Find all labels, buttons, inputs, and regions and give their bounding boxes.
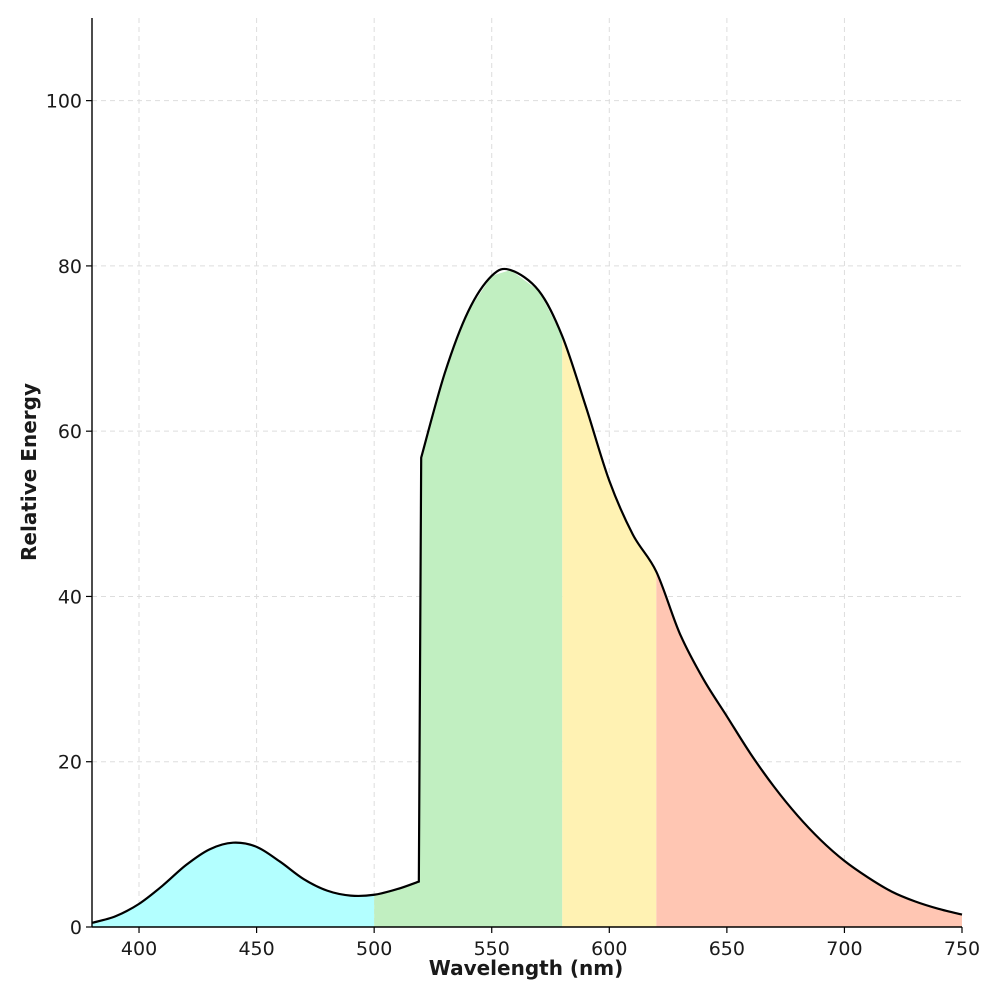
- axes: [91, 18, 962, 928]
- y-tick-label: 60: [58, 421, 82, 443]
- x-tick-label: 650: [709, 938, 745, 960]
- y-tick-label: 20: [58, 752, 82, 774]
- energy-curve: [91, 267, 963, 924]
- y-axis-ticks: 0 20 40 60 80 100: [46, 91, 92, 939]
- y-tick-label: 80: [58, 256, 82, 278]
- x-axis-ticks: 400 450 500 550 600 650 700 750: [121, 927, 980, 960]
- y-tick-label: 40: [58, 586, 82, 608]
- x-tick-label: 750: [944, 938, 980, 960]
- y-axis-title: Relative Energy: [17, 383, 41, 561]
- color-bands: [92, 270, 962, 927]
- x-tick-label: 500: [356, 938, 392, 960]
- x-axis-title: Wavelength (nm): [429, 956, 624, 980]
- x-tick-label: 700: [826, 938, 862, 960]
- color-band-area: [656, 571, 962, 927]
- x-tick-label: 550: [474, 938, 510, 960]
- x-tick-label: 450: [238, 938, 274, 960]
- color-band-area: [562, 336, 657, 927]
- y-tick-label: 0: [70, 917, 82, 939]
- color-band-area: [92, 842, 375, 927]
- x-tick-label: 600: [591, 938, 627, 960]
- y-tick-label: 100: [46, 91, 82, 113]
- x-tick-label: 400: [121, 938, 157, 960]
- color-band-area: [374, 270, 563, 927]
